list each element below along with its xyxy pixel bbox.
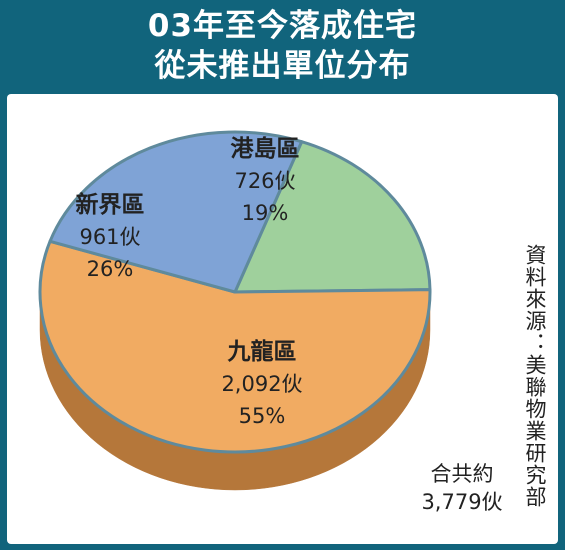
pie-slice-2 — [48, 130, 304, 294]
slice-percent-2: 26% — [87, 257, 134, 281]
slice-units-1: 2,092伙 — [221, 372, 302, 396]
pie-slice-1 — [38, 239, 432, 454]
total-annotation: 合共約 3,779伙 — [402, 460, 522, 516]
pie-chart: 港島區 726伙 19% 九龍區 2,092伙 55% 新界區 961伙 26% — [38, 130, 432, 491]
slice-percent-1: 55% — [239, 404, 286, 428]
chart-panel: 港島區 726伙 19% 九龍區 2,092伙 55% 新界區 961伙 26% 資料來源：美聯… — [7, 94, 558, 544]
chart-header: 03年至今落成住宅 從未推出單位分布 — [0, 0, 565, 92]
slice-percent-0: 19% — [242, 201, 289, 225]
slice-units-0: 726伙 — [234, 169, 295, 193]
chart-title-line-1: 03年至今落成住宅 — [147, 8, 418, 44]
total-value: 3,779伙 — [421, 490, 503, 514]
slice-label-group-1: 九龍區 2,092伙 55% — [221, 338, 302, 428]
slice-name-0: 港島區 — [231, 135, 300, 162]
slice-units-2: 961伙 — [79, 225, 140, 249]
slice-label-group-2: 新界區 961伙 26% — [76, 191, 145, 281]
slice-name-1: 九龍區 — [227, 338, 297, 365]
slice-name-2: 新界區 — [76, 191, 145, 218]
pie-slice-0 — [233, 140, 432, 294]
source-note: 資料來源：美聯物業研究部 — [523, 244, 547, 508]
total-label: 合共約 — [430, 462, 494, 486]
chart-title-line-2: 從未推出單位分布 — [154, 48, 411, 84]
slice-label-group-0: 港島區 726伙 19% — [231, 135, 300, 225]
